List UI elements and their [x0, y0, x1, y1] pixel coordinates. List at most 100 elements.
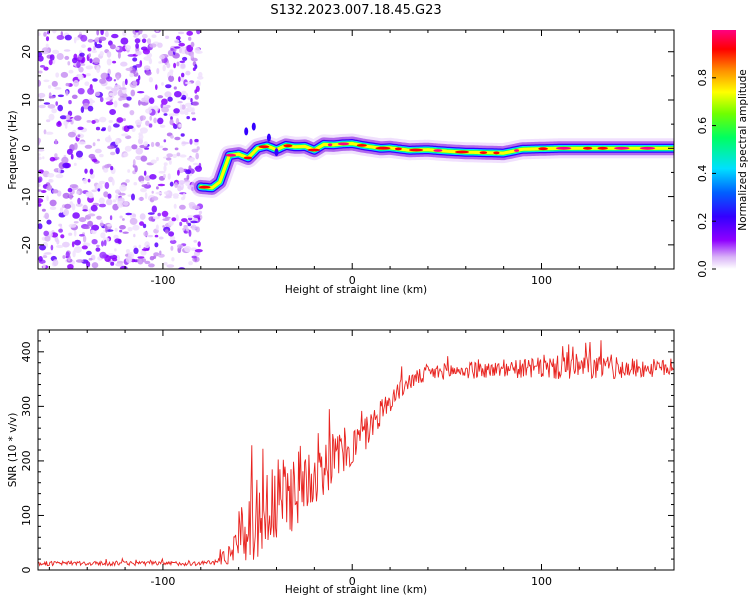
noise-blob	[125, 179, 130, 183]
noise-blob	[89, 168, 94, 175]
noise-blob	[103, 167, 109, 173]
noise-blob	[87, 47, 92, 52]
noise-blob	[112, 203, 119, 211]
signal-spur	[274, 148, 279, 157]
noise-blob	[114, 227, 118, 232]
noise-blob	[90, 229, 96, 234]
noise-blob	[141, 38, 147, 44]
noise-blob	[118, 87, 127, 90]
noise-blob	[135, 147, 143, 155]
noise-blob	[105, 30, 109, 38]
noise-blob	[135, 43, 140, 49]
noise-blob	[188, 165, 192, 171]
noise-blob	[135, 64, 142, 68]
noise-blob	[60, 71, 69, 78]
noise-blob	[154, 242, 159, 248]
noise-blob	[98, 203, 106, 208]
noise-blob	[82, 178, 88, 184]
noise-blob	[134, 38, 141, 44]
noise-blob	[122, 80, 126, 88]
noise-blob	[56, 35, 65, 40]
noise-blob	[122, 30, 127, 36]
noise-blob	[181, 94, 187, 101]
noise-blob	[191, 117, 197, 121]
noise-blob	[189, 138, 193, 145]
spectrogram-plot-area	[38, 30, 674, 269]
noise-blob	[165, 84, 172, 89]
noise-blob	[173, 62, 177, 69]
noise-blob	[95, 91, 101, 97]
noise-blob	[133, 182, 138, 186]
signal-spur	[266, 133, 271, 142]
noise-blob	[193, 214, 201, 218]
noise-blob	[55, 101, 58, 106]
noise-blob	[91, 224, 100, 231]
noise-blob	[165, 35, 170, 39]
noise-blob	[38, 92, 46, 98]
noise-blob	[99, 51, 104, 57]
noise-blob	[99, 96, 104, 103]
noise-blob	[134, 165, 138, 173]
noise-blob	[107, 193, 112, 199]
noise-blob	[86, 120, 92, 123]
noise-blob	[196, 75, 204, 80]
noise-blob	[47, 104, 56, 109]
noise-blob	[120, 61, 128, 67]
noise-blob	[192, 205, 200, 210]
noise-blob	[177, 244, 184, 249]
noise-blob	[169, 235, 176, 241]
noise-blob	[181, 90, 187, 94]
noise-blob	[67, 61, 71, 66]
noise-blob	[38, 79, 42, 87]
noise-blob	[119, 184, 127, 192]
noise-blob	[115, 262, 123, 267]
noise-blob	[158, 253, 165, 258]
snr-x-tick-label: 0	[349, 575, 356, 588]
noise-blob	[49, 54, 55, 61]
noise-blob	[77, 197, 81, 205]
noise-blob	[103, 191, 109, 198]
noise-blob	[72, 212, 80, 219]
noise-blob	[105, 76, 113, 82]
noise-blob	[151, 196, 159, 201]
colorbar-gradient	[712, 30, 736, 269]
noise-blob	[80, 63, 86, 66]
noise-blob	[38, 138, 41, 146]
noise-blob	[89, 173, 95, 179]
noise-blob	[105, 225, 108, 233]
noise-blob	[48, 59, 53, 66]
spectrogram-y-tick-label: 20	[20, 45, 33, 59]
noise-blob	[113, 100, 118, 108]
noise-blob	[101, 240, 104, 247]
noise-blob	[78, 141, 86, 145]
noise-blob	[87, 178, 91, 183]
noise-blob	[38, 223, 43, 230]
noise-blob	[170, 116, 173, 121]
noise-blob	[47, 173, 55, 178]
noise-blob	[186, 174, 190, 180]
noise-blob	[192, 67, 196, 71]
noise-blob	[97, 138, 100, 142]
noise-blob	[91, 50, 98, 53]
noise-blob	[108, 120, 113, 123]
noise-blob	[71, 94, 78, 100]
noise-blob	[161, 82, 164, 86]
noise-blob	[184, 81, 192, 85]
spectrogram-y-tick-label: -10	[20, 188, 33, 206]
noise-blob	[87, 87, 95, 95]
noise-blob	[92, 78, 98, 82]
signal-peak	[597, 146, 608, 150]
noise-blob	[185, 70, 191, 76]
noise-blob	[132, 80, 138, 86]
noise-blob	[67, 187, 73, 193]
noise-blob	[140, 249, 147, 256]
noise-blob	[163, 173, 166, 179]
noise-blob	[91, 189, 97, 193]
noise-blob	[56, 121, 62, 127]
noise-blob	[104, 182, 110, 189]
colorbar-tick-label: 0.8	[696, 69, 709, 87]
noise-blob	[161, 106, 170, 113]
noise-blob	[127, 227, 133, 232]
noise-blob	[138, 75, 141, 81]
noise-blob	[174, 182, 179, 188]
